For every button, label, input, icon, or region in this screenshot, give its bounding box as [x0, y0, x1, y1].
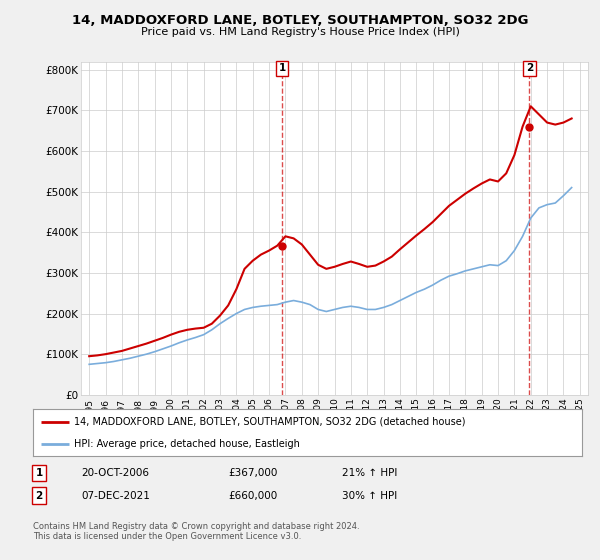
Text: £367,000: £367,000	[228, 468, 277, 478]
Text: Price paid vs. HM Land Registry's House Price Index (HPI): Price paid vs. HM Land Registry's House …	[140, 27, 460, 37]
Text: 2: 2	[35, 491, 43, 501]
Text: 14, MADDOXFORD LANE, BOTLEY, SOUTHAMPTON, SO32 2DG (detached house): 14, MADDOXFORD LANE, BOTLEY, SOUTHAMPTON…	[74, 417, 466, 427]
Text: Contains HM Land Registry data © Crown copyright and database right 2024.
This d: Contains HM Land Registry data © Crown c…	[33, 522, 359, 542]
Text: 07-DEC-2021: 07-DEC-2021	[81, 491, 150, 501]
Text: HPI: Average price, detached house, Eastleigh: HPI: Average price, detached house, East…	[74, 438, 300, 449]
Text: 21% ↑ HPI: 21% ↑ HPI	[342, 468, 397, 478]
Text: 14, MADDOXFORD LANE, BOTLEY, SOUTHAMPTON, SO32 2DG: 14, MADDOXFORD LANE, BOTLEY, SOUTHAMPTON…	[72, 14, 528, 27]
Text: 1: 1	[35, 468, 43, 478]
Text: 2: 2	[526, 63, 533, 73]
Text: 30% ↑ HPI: 30% ↑ HPI	[342, 491, 397, 501]
Text: 20-OCT-2006: 20-OCT-2006	[81, 468, 149, 478]
Text: £660,000: £660,000	[228, 491, 277, 501]
Text: 1: 1	[278, 63, 286, 73]
